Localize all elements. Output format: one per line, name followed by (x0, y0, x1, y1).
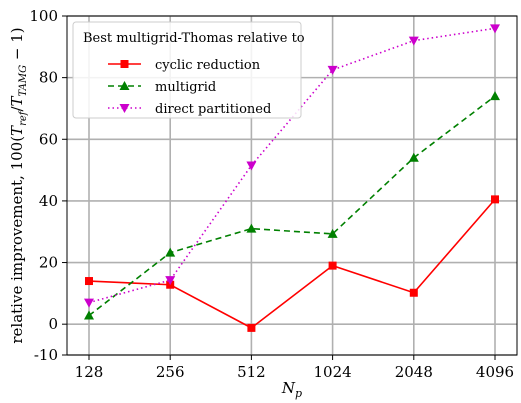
y-label-t1-sub: ref (18, 109, 29, 126)
y-axis-label: relative improvement, 100(Tref/TTAMG − 1… (8, 27, 29, 343)
series-multigrid (84, 91, 500, 320)
x-tick-label: 256 (156, 363, 185, 381)
x-axis-label-main: N (281, 379, 296, 397)
plot-frame (66, 15, 518, 356)
y-label-t2: T (8, 95, 26, 106)
y-tick-label: 0 (48, 315, 58, 333)
point-marker (327, 65, 338, 75)
point-marker (246, 223, 257, 233)
point-marker (246, 161, 257, 171)
point-marker (119, 81, 130, 90)
point-marker (84, 298, 94, 308)
series-direct-partitioned (84, 24, 500, 308)
point-marker (408, 152, 419, 162)
y-tick-label: 20 (39, 254, 58, 272)
x-tick-label: 2048 (395, 363, 433, 381)
x-axis-label: Np (281, 379, 302, 400)
legend: Best multigrid-Thomas relative to cyclic… (72, 21, 305, 119)
point-marker (490, 24, 500, 34)
legend-title: Best multigrid-Thomas relative to (83, 31, 305, 46)
series-cyclic-reduction (85, 195, 499, 332)
y-label-prefix: relative improvement, 100( (8, 136, 26, 344)
point-marker (247, 323, 256, 332)
point-marker (85, 277, 93, 286)
point-marker (491, 195, 499, 204)
series-line (88, 95, 496, 317)
point-marker (409, 288, 418, 297)
x-axis-label-sub: p (295, 387, 302, 400)
legend-box (72, 21, 302, 119)
legend-entry-label: multigrid (155, 80, 216, 95)
x-axis-ticks: 128 256 512 1024 2048 4096 (75, 355, 514, 381)
point-marker (120, 60, 129, 68)
x-tick-label: 4096 (476, 363, 514, 381)
point-marker (327, 228, 338, 238)
y-tick-label: -10 (34, 346, 58, 364)
x-tick-label: 512 (237, 363, 266, 381)
y-label-t1: T (8, 125, 26, 136)
y-tick-label: 60 (39, 130, 58, 148)
point-marker (165, 247, 176, 257)
y-axis-ticks: -10 0 20 40 60 80 100 (29, 7, 67, 364)
point-marker (84, 310, 94, 320)
y-label-suffix: − 1) (8, 27, 26, 65)
legend-entry-label: cyclic reduction (155, 58, 261, 73)
point-marker (165, 276, 176, 286)
legend-entry-label: direct partitioned (155, 102, 271, 117)
point-marker (490, 91, 500, 101)
series-line (88, 27, 496, 304)
series-line (88, 198, 496, 329)
point-marker (328, 261, 337, 270)
point-marker (119, 104, 130, 113)
y-tick-label: 100 (29, 7, 58, 25)
y-tick-label: 80 (39, 69, 58, 87)
x-tick-label: 1024 (314, 363, 352, 381)
y-tick-label: 40 (39, 192, 58, 210)
x-tick-label: 128 (75, 363, 104, 381)
series-group (84, 24, 500, 332)
point-marker (408, 36, 419, 46)
y-label-slash: / (8, 106, 26, 112)
y-label-t2-sub: TAMG (18, 65, 29, 97)
